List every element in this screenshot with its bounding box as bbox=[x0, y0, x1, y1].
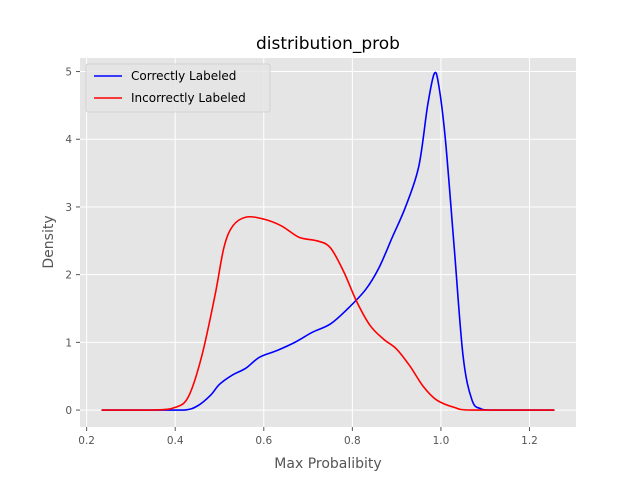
series-line-correctly-labeled bbox=[101, 71, 555, 411]
y-tick-label: 3 bbox=[65, 202, 72, 214]
legend-box bbox=[85, 63, 271, 113]
x-tick-label: 1.0 bbox=[433, 435, 450, 447]
legend: Correctly Labeled Incorrectly Labeled bbox=[85, 63, 271, 113]
y-axis-label: Density bbox=[41, 215, 57, 268]
series-layer bbox=[101, 71, 555, 411]
y-tick-label: 4 bbox=[65, 134, 72, 146]
y-tick-label: 2 bbox=[65, 270, 72, 282]
y-axis-ticks: 0 1 2 3 4 5 bbox=[65, 67, 80, 417]
y-tick-label: 1 bbox=[65, 337, 72, 349]
grid bbox=[80, 58, 576, 427]
x-tick-label: 0.8 bbox=[344, 435, 361, 447]
x-tick-label: 0.6 bbox=[255, 435, 272, 447]
series-line-incorrectly-labeled bbox=[101, 215, 555, 411]
x-axis-label: Max Probalibity bbox=[274, 456, 381, 472]
plot-area bbox=[80, 58, 576, 427]
legend-label-correctly-labeled: Correctly Labeled bbox=[131, 69, 236, 83]
x-tick-label: 1.2 bbox=[521, 435, 538, 447]
y-tick-label: 0 bbox=[65, 405, 72, 417]
x-tick-label: 0.2 bbox=[78, 435, 95, 447]
x-axis-ticks: 0.2 0.4 0.6 0.8 1.0 1.2 bbox=[78, 427, 538, 447]
chart-title: distribution_prob bbox=[256, 34, 400, 54]
y-tick-label: 5 bbox=[65, 67, 72, 79]
legend-label-incorrectly-labeled: Incorrectly Labeled bbox=[131, 91, 246, 105]
x-tick-label: 0.4 bbox=[167, 435, 184, 447]
